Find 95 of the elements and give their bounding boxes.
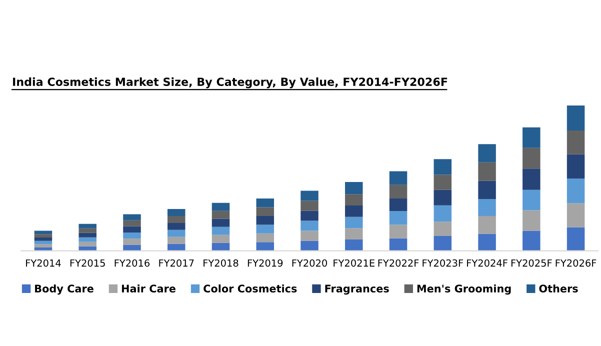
bar (300, 200, 318, 211)
bar (300, 240, 318, 251)
bar (478, 144, 496, 162)
bar (522, 190, 540, 210)
bar (389, 171, 408, 185)
bar (522, 230, 540, 251)
bar (123, 220, 141, 226)
bar (478, 234, 496, 251)
bar (256, 198, 274, 208)
x-tick-label: FY2023F (422, 259, 464, 267)
legend-label: Color Cosmetics (204, 284, 297, 293)
bar (78, 237, 96, 242)
bar (566, 106, 585, 131)
bar (434, 205, 452, 222)
bar (78, 228, 96, 233)
bar (167, 222, 186, 230)
bar (345, 216, 363, 228)
bar (389, 198, 408, 212)
bar (256, 233, 274, 242)
bar (212, 234, 230, 243)
bar (78, 242, 96, 246)
bar (123, 214, 141, 220)
bar (212, 226, 230, 235)
x-tick-label: FY2015 (70, 259, 105, 267)
bar (212, 202, 230, 211)
bar (212, 210, 230, 219)
bar (300, 220, 318, 231)
bar (212, 242, 230, 251)
chart-title: India Cosmetics Market Size, By Category, By Value, FY2014-FY2026F (13, 77, 448, 88)
x-tick-label: FY2021E (334, 259, 374, 267)
bar (256, 224, 274, 234)
bar (389, 238, 408, 251)
bar (123, 232, 141, 239)
bar (566, 178, 585, 204)
x-tick-label: FY2017 (159, 259, 194, 267)
bar (78, 246, 96, 251)
bar (256, 207, 274, 216)
x-tick-label: FY2014 (26, 259, 61, 267)
bar (566, 154, 585, 178)
bar (522, 168, 540, 190)
bar (345, 182, 363, 194)
bar (522, 127, 540, 148)
bar (434, 174, 452, 190)
bar (34, 237, 52, 241)
bar (345, 228, 363, 240)
bar (123, 226, 141, 233)
bar (345, 240, 363, 251)
legend-label: Body Care (35, 284, 94, 295)
x-tick-label: FY2020 (292, 259, 328, 267)
x-tick-label: FY2024F (467, 259, 508, 267)
x-tick-label: FY2019 (248, 259, 283, 267)
bar (123, 244, 141, 251)
bar (566, 203, 585, 228)
bar (167, 236, 186, 244)
bar (434, 159, 452, 175)
legend-label: Others (539, 284, 578, 293)
bar (300, 210, 318, 221)
bar (78, 232, 96, 238)
bar (434, 236, 452, 251)
bar (478, 162, 496, 181)
bar (522, 148, 540, 169)
bar (566, 227, 585, 251)
bar (389, 211, 408, 225)
bar (34, 234, 52, 238)
x-tick-label: FY2016 (114, 259, 150, 267)
bar (478, 216, 496, 234)
bar (256, 216, 274, 225)
bar (78, 224, 96, 228)
x-tick-label: FY2018 (204, 259, 238, 267)
bar (389, 224, 408, 238)
bar (478, 198, 496, 216)
legend-label: Fragrances (325, 284, 389, 295)
bar (167, 230, 186, 237)
bar (522, 210, 540, 231)
bar (167, 209, 186, 216)
x-tick-label: FY2026F (556, 259, 596, 267)
bar (300, 190, 318, 201)
bar (123, 238, 141, 245)
bar (434, 222, 452, 236)
bar (566, 130, 585, 154)
legend-label: Men's Grooming (417, 284, 511, 295)
bar (389, 184, 408, 199)
bar (434, 190, 452, 206)
bar (300, 230, 318, 241)
x-tick-label: FY2022F (378, 259, 419, 267)
bar (167, 244, 186, 251)
bar (34, 244, 52, 248)
bar (478, 180, 496, 199)
x-tick-label: FY2025F (511, 259, 552, 267)
bar (256, 242, 274, 251)
bar (212, 218, 230, 227)
legend-label: Hair Care (122, 284, 176, 293)
bar (167, 216, 186, 223)
bar (345, 194, 363, 206)
bar (345, 206, 363, 217)
